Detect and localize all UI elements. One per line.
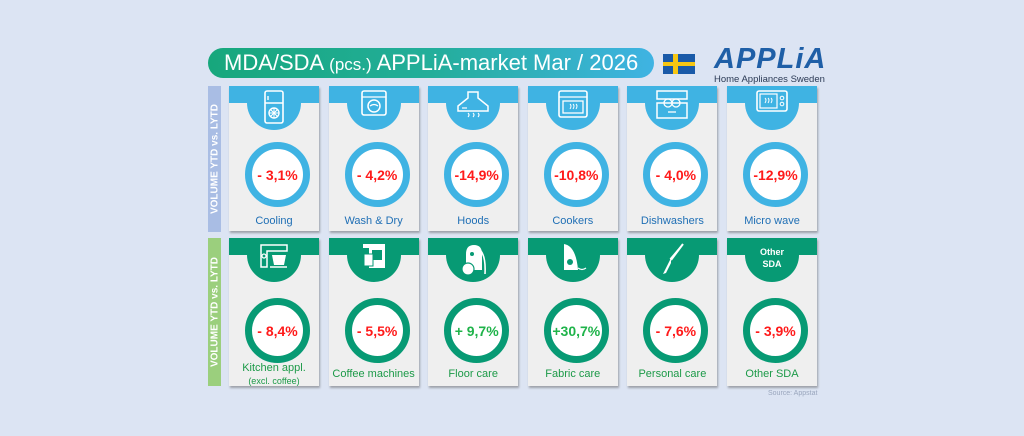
category-label: Personal care — [627, 368, 717, 381]
sda-card-coffee-machines: - 5,5% Coffee machines — [328, 238, 419, 386]
sda-card-other-sda: Other SDA - 3,9% Other SDA — [727, 238, 817, 386]
change-value: - 4,2% — [356, 166, 398, 183]
fridge-icon — [229, 90, 319, 129]
category-label: Dishwashers — [627, 215, 717, 228]
category-label-text: Cookers — [552, 215, 594, 227]
sda-card-kitchen-appl: - 8,4% Kitchen appl. (excl. coffee) — [229, 238, 319, 386]
category-label: Fabric care — [528, 368, 618, 381]
value-ring: - 5,5% — [344, 298, 410, 363]
category-label-text: Dishwashers — [640, 215, 704, 227]
category-label: Hoods — [428, 215, 518, 228]
category-label-text: Fabric care — [545, 368, 601, 380]
mda-card-cookers: -10,8% Cookers — [527, 86, 618, 231]
logo-subtitle: Home Appliances Sweden — [714, 74, 825, 85]
card-header-cap — [346, 86, 401, 130]
card-header-cap — [545, 86, 600, 130]
category-label-text: Micro wave — [744, 215, 800, 227]
category-label: Coffee machines — [329, 368, 419, 381]
sda-card-floor-care: + 9,7% Floor care — [428, 238, 519, 386]
card-header-cap — [645, 86, 700, 130]
logo-wordmark: APPLiA — [714, 43, 827, 75]
other-sda-icon-line2: SDA — [762, 259, 782, 269]
oven-icon — [528, 90, 618, 123]
card-header-cap — [446, 86, 501, 130]
title-main: MDA/SDA — [224, 50, 324, 75]
value-ring: - 7,6% — [643, 298, 709, 363]
mda-card-dishwashers: - 4,0% Dishwashers — [627, 86, 718, 231]
sda-card-fabric-care: +30,7% Fabric care — [527, 238, 618, 386]
category-label-text: Personal care — [638, 368, 707, 380]
mda-card-hoods: -14,9% Hoods — [428, 86, 519, 231]
iron-icon — [528, 242, 618, 279]
change-value: - 8,4% — [257, 322, 298, 339]
category-label: Kitchen appl. (excl. coffee) — [229, 362, 319, 386]
category-label-text: Hoods — [457, 215, 490, 227]
value-ring: - 3,9% — [743, 298, 808, 363]
sda-card-personal-care: - 7,6% Personal care — [627, 238, 718, 386]
mda-card-wash-dry: - 4,2% Wash & Dry — [328, 86, 419, 231]
mda-card-cooling: - 3,1% Cooling — [229, 86, 319, 231]
mda-card-micro-wave: -12,9% Micro wave — [727, 86, 817, 231]
value-ring: -12,9% — [743, 142, 808, 207]
category-label: Other SDA — [727, 368, 817, 381]
page-title: MDA/SDA (pcs.) APPLiA-market Mar / 2026 — [208, 48, 654, 78]
mixer-icon — [229, 242, 319, 275]
change-value: +30,7% — [552, 322, 601, 339]
category-label: Cooling — [229, 215, 319, 228]
change-value: - 3,9% — [755, 322, 796, 339]
value-ring: + 9,7% — [444, 298, 510, 363]
category-label-text: Kitchen appl. — [242, 362, 306, 374]
washing-machine-icon — [329, 90, 419, 121]
hood-icon — [428, 90, 518, 125]
card-sublabel: (excl. coffee) — [248, 376, 300, 386]
other-sda-icon-text: Other SDA — [727, 246, 817, 270]
hair-styler-icon — [627, 242, 717, 281]
title-market: APPLiA-market Mar / 2026 — [376, 50, 639, 75]
dishwasher-icon — [627, 90, 717, 125]
coffee-machine-icon — [329, 242, 419, 275]
value-ring: -10,8% — [543, 142, 609, 207]
change-value: -12,9% — [753, 166, 798, 183]
change-value: + 9,7% — [454, 322, 499, 339]
category-label-text: Coffee machines — [332, 368, 415, 380]
category-label: Cookers — [528, 215, 618, 228]
change-value: - 4,0% — [655, 166, 697, 183]
card-header-cap — [745, 238, 799, 282]
mda-side-label-text: VOLUME YTD vs. LYTD — [209, 103, 220, 215]
title-unit: (pcs.) — [329, 55, 372, 74]
change-value: - 5,5% — [356, 322, 398, 339]
mda-side-label: VOLUME YTD vs. LYTD — [208, 86, 221, 232]
category-label-text: Wash & Dry — [344, 215, 403, 227]
microwave-icon — [727, 90, 817, 117]
category-label-text: Cooling — [255, 215, 293, 227]
sweden-flag-icon — [663, 54, 695, 74]
vacuum-icon — [428, 242, 518, 281]
sda-side-label-text: VOLUME YTD vs. LYTD — [209, 256, 220, 368]
sda-side-label: VOLUME YTD vs. LYTD — [208, 238, 221, 386]
source-note: Source: Appstat — [768, 390, 818, 397]
category-label-text: Floor care — [448, 368, 498, 380]
category-label: Wash & Dry — [329, 215, 419, 228]
value-ring: - 4,2% — [344, 142, 410, 207]
value-ring: - 8,4% — [245, 298, 310, 363]
category-label: Floor care — [428, 368, 518, 381]
change-value: -10,8% — [554, 166, 599, 183]
value-ring: -14,9% — [444, 142, 510, 207]
category-label: Micro wave — [727, 215, 817, 228]
change-value: - 7,6% — [655, 322, 697, 339]
other-sda-icon-line1: Other — [759, 247, 784, 257]
value-ring: - 4,0% — [643, 142, 709, 207]
category-label-text: Other SDA — [745, 368, 799, 380]
value-ring: - 3,1% — [245, 142, 310, 207]
change-value: - 3,1% — [257, 166, 298, 183]
applia-logo: APPLiA Home Appliances Sweden — [714, 43, 827, 85]
value-ring: +30,7% — [543, 298, 609, 363]
change-value: -14,9% — [454, 166, 499, 183]
